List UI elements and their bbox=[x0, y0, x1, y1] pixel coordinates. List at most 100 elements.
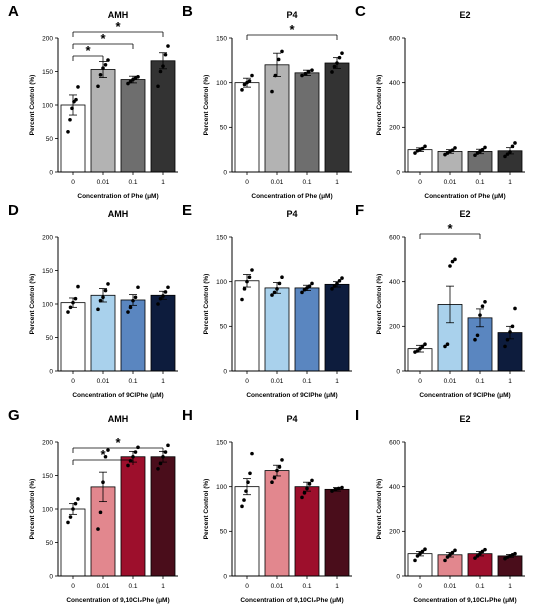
data-point bbox=[423, 342, 427, 347]
data-point bbox=[270, 89, 274, 94]
x-axis-label: Concentration of Phe (μM) bbox=[77, 193, 158, 200]
data-point bbox=[96, 307, 100, 312]
y-tick-label: 0 bbox=[49, 573, 53, 580]
data-point bbox=[166, 443, 170, 448]
data-point bbox=[448, 552, 452, 557]
data-point bbox=[240, 88, 244, 92]
data-point bbox=[420, 146, 425, 151]
x-tick-label: 1 bbox=[161, 378, 165, 385]
data-point bbox=[250, 451, 254, 456]
data-point bbox=[306, 70, 311, 74]
data-point bbox=[505, 337, 510, 342]
data-point bbox=[273, 73, 278, 78]
bar bbox=[324, 488, 350, 577]
y-axis-label: Percent Control (%) bbox=[376, 479, 383, 540]
data-point bbox=[300, 495, 304, 500]
bar bbox=[120, 79, 146, 173]
x-tick-label: 0.01 bbox=[271, 378, 284, 385]
data-point bbox=[305, 286, 309, 290]
data-point bbox=[106, 448, 110, 452]
y-tick-label: 200 bbox=[389, 125, 400, 132]
y-tick-label: 200 bbox=[42, 439, 53, 446]
y-axis-label: Percent Control (%) bbox=[29, 479, 36, 540]
sig-star: * bbox=[115, 435, 121, 450]
bar bbox=[497, 555, 523, 577]
data-point bbox=[503, 154, 507, 159]
data-point bbox=[332, 64, 337, 69]
x-tick-label: 1 bbox=[161, 179, 165, 186]
data-point bbox=[71, 300, 75, 305]
data-point bbox=[126, 310, 130, 314]
data-point bbox=[101, 480, 105, 485]
data-point bbox=[106, 282, 110, 286]
bar bbox=[324, 283, 350, 372]
data-point bbox=[250, 73, 254, 78]
x-axis-label: Concentration of Phe (μM) bbox=[251, 193, 332, 200]
x-tick-label: 0.1 bbox=[128, 179, 137, 186]
x-axis-label: Concentration of 9ClPhe (μM) bbox=[72, 392, 163, 399]
data-point bbox=[420, 549, 425, 554]
data-point bbox=[126, 463, 130, 468]
data-point bbox=[101, 295, 105, 300]
y-tick-label: 0 bbox=[49, 368, 53, 375]
y-tick-label: 150 bbox=[216, 439, 227, 446]
data-point bbox=[418, 551, 422, 556]
y-axis-label: Percent Control (%) bbox=[376, 75, 383, 136]
y-tick-label: 0 bbox=[223, 368, 227, 375]
y-tick-label: 200 bbox=[42, 35, 53, 42]
bar bbox=[294, 486, 320, 577]
data-point bbox=[270, 293, 274, 297]
data-point bbox=[156, 467, 160, 471]
y-tick-label: 50 bbox=[220, 324, 228, 331]
data-point bbox=[478, 149, 482, 154]
data-point bbox=[71, 507, 75, 511]
data-point bbox=[161, 454, 165, 459]
bar bbox=[120, 299, 146, 372]
data-point bbox=[483, 299, 487, 304]
panel-title: E2 bbox=[459, 10, 470, 20]
data-point bbox=[443, 344, 447, 349]
y-axis-label: Percent Control (%) bbox=[29, 274, 36, 335]
data-point bbox=[473, 153, 477, 158]
data-point bbox=[340, 276, 344, 280]
y-tick-label: 400 bbox=[389, 279, 400, 286]
x-tick-label: 0.01 bbox=[271, 179, 284, 186]
data-point bbox=[280, 275, 284, 280]
bar bbox=[60, 302, 86, 372]
bar bbox=[150, 456, 176, 577]
bar bbox=[324, 62, 350, 173]
data-point bbox=[413, 151, 417, 155]
panel-letter: B bbox=[182, 3, 193, 20]
data-point bbox=[445, 555, 450, 559]
data-point bbox=[66, 310, 70, 314]
data-point bbox=[300, 73, 304, 78]
y-tick-label: 50 bbox=[46, 335, 54, 342]
x-tick-label: 0.1 bbox=[128, 378, 137, 385]
data-point bbox=[161, 294, 165, 298]
y-tick-label: 200 bbox=[389, 529, 400, 536]
data-point bbox=[163, 450, 168, 454]
data-point bbox=[242, 498, 246, 502]
y-tick-label: 150 bbox=[42, 268, 53, 275]
y-tick-label: 50 bbox=[220, 125, 228, 132]
x-tick-label: 0.01 bbox=[271, 583, 284, 590]
bar bbox=[264, 470, 290, 577]
y-axis-label: Percent Control (%) bbox=[203, 75, 210, 136]
x-tick-label: 1 bbox=[335, 583, 339, 590]
y-axis-label: Percent Control (%) bbox=[203, 274, 210, 335]
data-point bbox=[330, 489, 334, 493]
panel-title: E2 bbox=[459, 209, 470, 219]
y-tick-label: 400 bbox=[389, 80, 400, 87]
bar bbox=[437, 151, 463, 173]
data-point bbox=[128, 79, 133, 84]
y-tick-label: 50 bbox=[46, 136, 54, 143]
data-point bbox=[340, 51, 344, 55]
data-point bbox=[158, 69, 163, 74]
data-point bbox=[275, 287, 279, 291]
data-point bbox=[337, 278, 342, 283]
bar bbox=[407, 149, 433, 173]
panel-i: I E2 0 200 400 600 0 0.01 0.1 1 Concentration of 9… bbox=[355, 407, 525, 604]
data-point bbox=[242, 287, 247, 291]
data-point bbox=[246, 480, 250, 485]
